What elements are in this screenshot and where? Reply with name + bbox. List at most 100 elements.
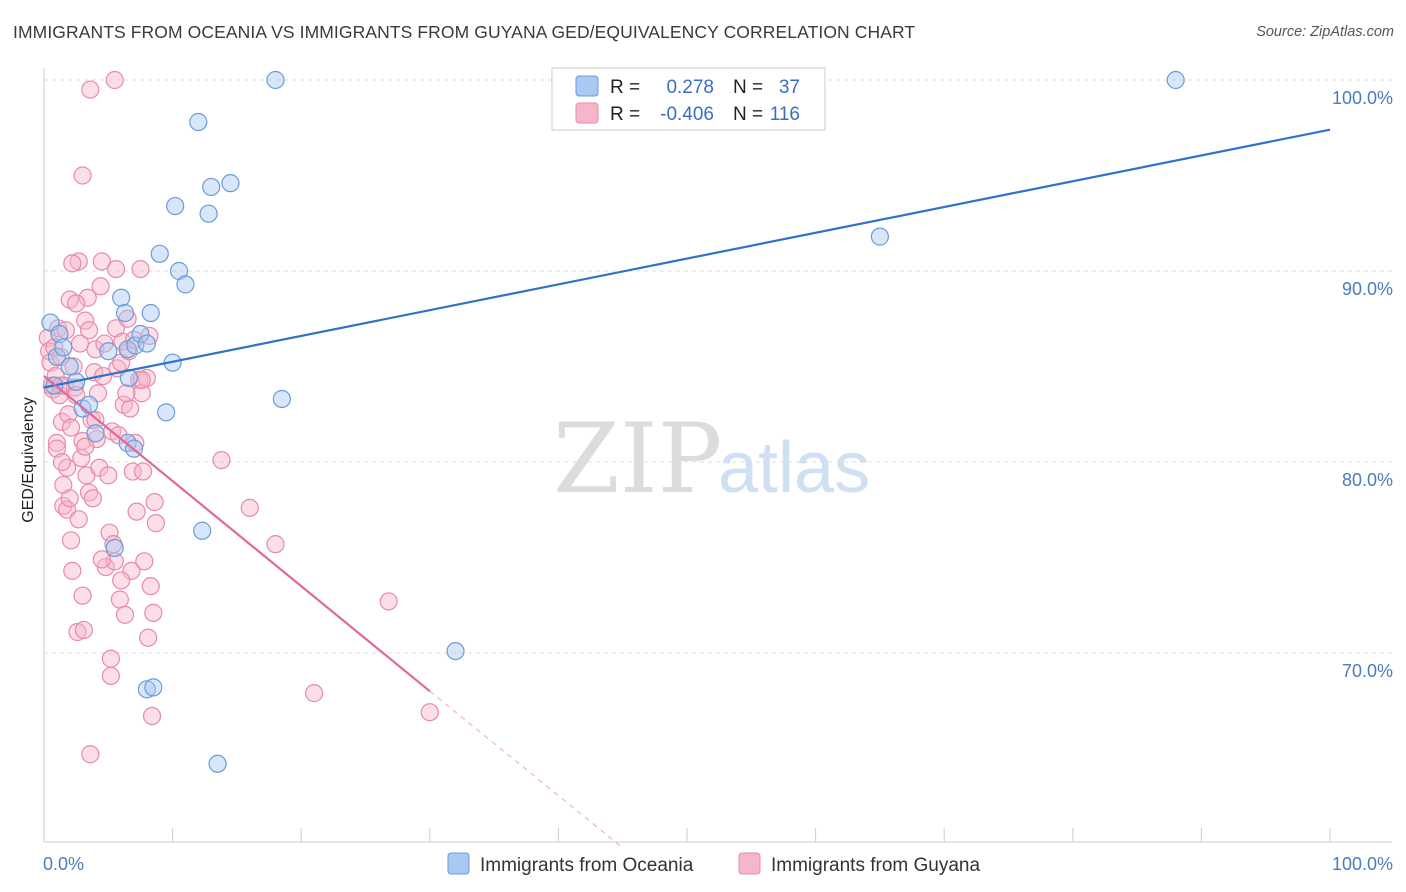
oceania-point xyxy=(115,303,135,323)
guyana-point xyxy=(139,628,158,647)
y-tick-label-90: 90.0% xyxy=(1342,279,1393,299)
guyana-point xyxy=(123,462,142,481)
guyana-point xyxy=(106,259,126,279)
guyana-point xyxy=(73,586,92,605)
oceania-point xyxy=(137,680,156,699)
bottom-legend-swatch-guyana xyxy=(738,852,761,875)
oceania-point xyxy=(99,342,118,361)
guyana-point xyxy=(92,550,111,569)
legend-r-value-guyana: -0.406 xyxy=(660,104,714,125)
guyana-point xyxy=(60,489,79,508)
legend-n-value-oceania: 37 xyxy=(779,77,800,98)
oceania-point xyxy=(105,538,124,558)
stats-legend: R = 0.278 N = 37 R = -0.406 N = 116 xyxy=(551,67,826,131)
oceania-point xyxy=(126,336,145,355)
guyana-trend-line xyxy=(43,375,431,693)
oceania-point xyxy=(199,204,218,223)
legend-n-label-guyana: N = xyxy=(733,104,763,125)
axes xyxy=(43,68,1392,843)
guyana-point xyxy=(133,462,153,481)
oceania-point xyxy=(870,227,890,246)
guyana-point xyxy=(52,452,72,472)
oceania-point xyxy=(208,754,227,773)
bottom-legend-label-guyana: Immigrants from Guyana xyxy=(771,855,980,876)
guyana-point xyxy=(379,592,398,611)
series-guyana xyxy=(38,70,439,764)
guyana-point xyxy=(64,357,83,376)
guyana-point xyxy=(141,577,160,596)
guyana-point xyxy=(112,571,131,590)
guyana-point xyxy=(135,552,154,571)
guyana-point xyxy=(78,288,97,307)
oceania-point xyxy=(202,177,221,197)
guyana-point xyxy=(101,649,120,668)
guyana-point xyxy=(63,561,82,580)
watermark-zip: ZIP xyxy=(553,403,722,515)
guyana-trend-extension xyxy=(429,690,624,849)
guyana-point xyxy=(76,311,95,330)
oceania-point xyxy=(166,196,185,216)
guyana-point xyxy=(117,384,136,403)
guyana-point xyxy=(121,399,140,418)
y-tick-label-70: 70.0% xyxy=(1342,661,1393,681)
oceania-point xyxy=(266,70,285,90)
guyana-point xyxy=(142,706,162,726)
watermark-atlas: atlas xyxy=(718,428,870,508)
legend-r-value-oceania: 0.278 xyxy=(666,77,714,98)
guyana-point xyxy=(145,493,164,512)
chart-title: IMMIGRANTS FROM OCEANIA VS IMMIGRANTS FR… xyxy=(13,22,916,42)
guyana-point xyxy=(47,439,66,458)
legend-r-label-oceania: R = xyxy=(610,77,640,98)
legend-n-label-oceania: N = xyxy=(733,77,763,98)
y-tick-label-80: 80.0% xyxy=(1342,470,1393,490)
guyana-point xyxy=(92,252,111,271)
y-tick-labels: 70.0% 80.0% 90.0% 100.0% xyxy=(1332,88,1393,681)
y-tick-label-100: 100.0% xyxy=(1332,88,1393,108)
oceania-point xyxy=(131,324,150,344)
legend-swatch-guyana xyxy=(575,102,599,124)
guyana-point xyxy=(73,166,92,185)
oceania-point xyxy=(150,244,169,263)
oceania-point xyxy=(221,174,240,193)
bottom-legend-swatch-oceania xyxy=(447,852,470,875)
oceania-point xyxy=(112,288,131,307)
guyana-point xyxy=(105,70,124,90)
guyana-point xyxy=(61,418,81,437)
oceania-trend-line xyxy=(43,128,1331,389)
oceania-point xyxy=(157,403,176,422)
guyana-point xyxy=(79,321,99,340)
guyana-point xyxy=(74,620,93,640)
guyana-point xyxy=(76,437,95,456)
guyana-point xyxy=(144,603,163,622)
guyana-point xyxy=(91,277,110,296)
guyana-point xyxy=(99,466,118,485)
guyana-point xyxy=(304,684,324,703)
x-tick-label-max: 100.0% xyxy=(1332,854,1393,874)
oceania-point xyxy=(176,275,195,294)
oceania-point xyxy=(272,389,292,409)
guyana-point xyxy=(68,622,87,642)
oceania-point xyxy=(141,303,160,323)
guyana-point xyxy=(81,745,100,764)
legend-n-value-guyana: 116 xyxy=(770,104,800,125)
oceania-point xyxy=(60,357,79,376)
bottom-legend-label-oceania: Immigrants from Oceania xyxy=(480,855,694,876)
series-legend: Immigrants from Oceania Immigrants from … xyxy=(447,852,980,876)
y-axis-label: GED/Equivalency xyxy=(20,397,37,522)
guyana-point xyxy=(420,703,439,722)
guyana-point xyxy=(110,590,129,609)
guyana-point xyxy=(131,259,150,279)
guyana-point xyxy=(61,531,81,550)
oceania-point xyxy=(86,424,105,443)
guyana-point xyxy=(115,605,135,624)
guyana-point xyxy=(63,254,82,273)
guyana-point xyxy=(127,502,146,521)
guyana-point xyxy=(52,412,72,431)
trend-lines xyxy=(43,128,1331,849)
gridlines xyxy=(44,79,1392,654)
oceania-point xyxy=(1166,70,1185,90)
guyana-point xyxy=(69,252,88,271)
guyana-point xyxy=(83,489,102,508)
series-oceania xyxy=(41,70,1185,773)
